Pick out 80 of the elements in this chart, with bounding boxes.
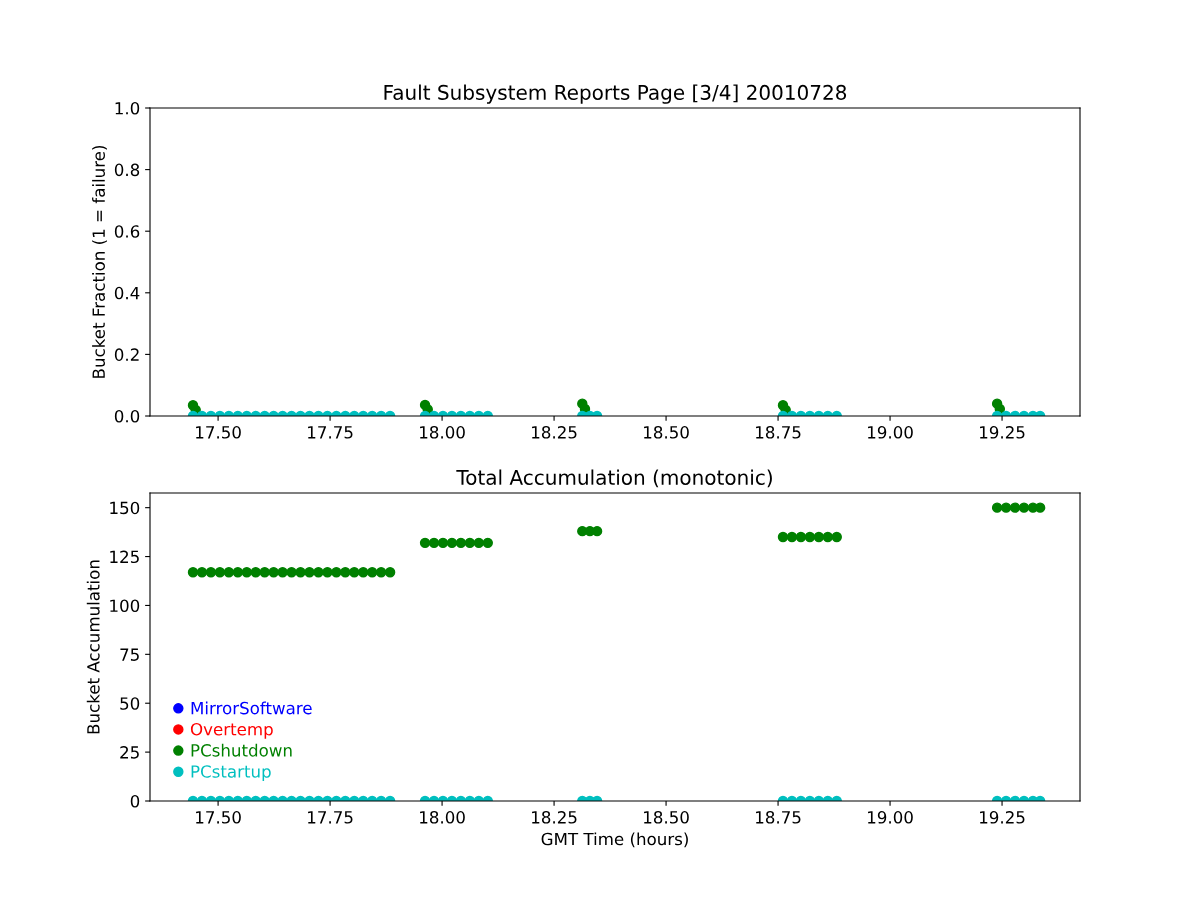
y-tick-label: 0.2 [114, 348, 139, 361]
point [991, 502, 1003, 513]
point [822, 531, 833, 543]
y-tick-label: 125 [110, 550, 139, 564]
y-tick-label: 0.0 [114, 409, 140, 423]
x-tick-label: 18.75 [756, 811, 801, 824]
legend-label: Overtemp [190, 722, 273, 739]
chart-title: Total Accumulation (monotonic) [456, 469, 772, 488]
x-tick-label: 18.00 [420, 426, 465, 439]
x-tick-label: 19.00 [868, 426, 913, 439]
y-tick-label: 0 [130, 794, 140, 808]
point [795, 531, 807, 543]
y-tick-label: 75 [120, 648, 139, 661]
y-tick-label: 25 [120, 746, 139, 759]
y-tick-label: 0.4 [114, 286, 140, 300]
x-tick-label: 18.50 [644, 811, 689, 824]
point [205, 566, 217, 578]
x-axis-title: GMT Time (hours) [541, 832, 688, 848]
point [375, 566, 387, 578]
chart-title: Fault Subsystem Reports Page [3/4] 20010728 [384, 84, 847, 104]
x-tick-label: 17.75 [308, 426, 353, 439]
point [196, 566, 208, 578]
point [384, 566, 396, 578]
point [286, 566, 297, 578]
legend-label: MirrorSoftware [191, 701, 312, 715]
point [482, 537, 493, 549]
x-tick-label: 19.25 [980, 811, 1025, 824]
point [259, 566, 270, 578]
x-tick-label: 19.00 [868, 811, 913, 824]
point [813, 531, 825, 543]
point [313, 566, 324, 578]
point [464, 537, 476, 549]
point [223, 566, 235, 578]
point [831, 531, 842, 543]
point [419, 537, 431, 549]
y-tick-label: 150 [110, 501, 140, 515]
point [331, 566, 342, 578]
y-axis-title: Bucket Fraction (1 = failure) [92, 145, 107, 378]
legend-label: PCshutdown [191, 743, 292, 757]
point [473, 537, 485, 549]
y-tick-label: 50 [120, 697, 140, 710]
point [277, 566, 288, 578]
y-tick-label: 0.6 [114, 225, 140, 238]
x-tick-label: 18.00 [420, 811, 465, 824]
point [232, 566, 244, 578]
point [786, 531, 798, 543]
point [446, 537, 458, 549]
x-tick-label: 17.50 [196, 811, 241, 824]
point [250, 566, 261, 578]
legend-label: PCstartup [191, 765, 271, 781]
point [295, 566, 306, 578]
point [241, 566, 252, 578]
y-tick-label: 1.0 [115, 101, 140, 115]
point [268, 566, 279, 578]
x-tick-label: 17.75 [308, 811, 353, 824]
point [1018, 502, 1030, 513]
point [1000, 502, 1012, 513]
point [349, 566, 360, 578]
point [187, 566, 199, 578]
y-axis-title: Bucket Accumulation [86, 560, 100, 734]
x-tick-label: 17.50 [196, 426, 241, 439]
x-tick-label: 18.25 [532, 811, 577, 824]
point [804, 531, 816, 543]
point [366, 566, 378, 578]
x-tick-label: 19.25 [980, 426, 1025, 439]
point [428, 537, 440, 549]
x-tick-label: 18.75 [756, 426, 801, 439]
y-tick-label: 0.8 [114, 163, 140, 177]
point [455, 537, 467, 549]
point [214, 566, 226, 578]
point [358, 566, 369, 578]
point [340, 566, 351, 578]
point [304, 566, 315, 578]
x-tick-label: 18.50 [644, 426, 689, 439]
point [1009, 502, 1021, 513]
x-tick-label: 18.25 [532, 426, 577, 439]
point [777, 531, 789, 543]
point [437, 537, 449, 549]
y-tick-label: 100 [110, 599, 140, 613]
point [322, 566, 333, 578]
